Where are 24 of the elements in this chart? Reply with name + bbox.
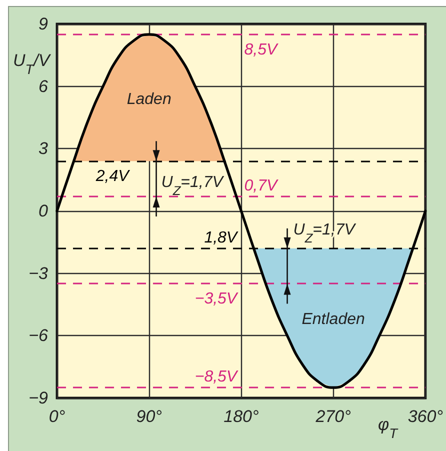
- y-tick-label: 0: [38, 202, 49, 220]
- x-tick-label: 270°: [314, 407, 352, 426]
- x-tick-label: 360°: [408, 407, 444, 426]
- ref-line-label: 8,5V: [244, 41, 279, 58]
- annotation: U$_{Z}$=1,7V: [161, 174, 224, 198]
- series-label: Laden: [126, 90, 172, 108]
- series-label: Entladen: [302, 311, 365, 328]
- y-tick-label: 6: [38, 76, 49, 96]
- ref-line-label: 1,8V: [204, 229, 238, 246]
- x-axis-title: φ$_{T}$: [378, 415, 400, 440]
- ref-line-label: −3,5V: [194, 290, 238, 308]
- line-series: [56, 33, 427, 389]
- y-tick-label: 9: [38, 14, 49, 34]
- ref-line-label: 0,7V: [244, 177, 279, 194]
- x-tick-label: 180°: [224, 407, 259, 426]
- x-tick-label: 0°: [48, 407, 66, 426]
- x-tick-label: 90°: [136, 407, 162, 426]
- y-axis-title: U$_{T}$/V: [13, 51, 52, 76]
- y-tick-label: −6: [28, 326, 49, 346]
- y-tick-label: −9: [28, 388, 49, 408]
- ref-line-label: −8,5V: [194, 368, 238, 386]
- y-tick-label: 3: [38, 139, 49, 158]
- y-tick-label: −3: [28, 264, 49, 283]
- ref-line-label: 2,4V: [94, 168, 130, 186]
